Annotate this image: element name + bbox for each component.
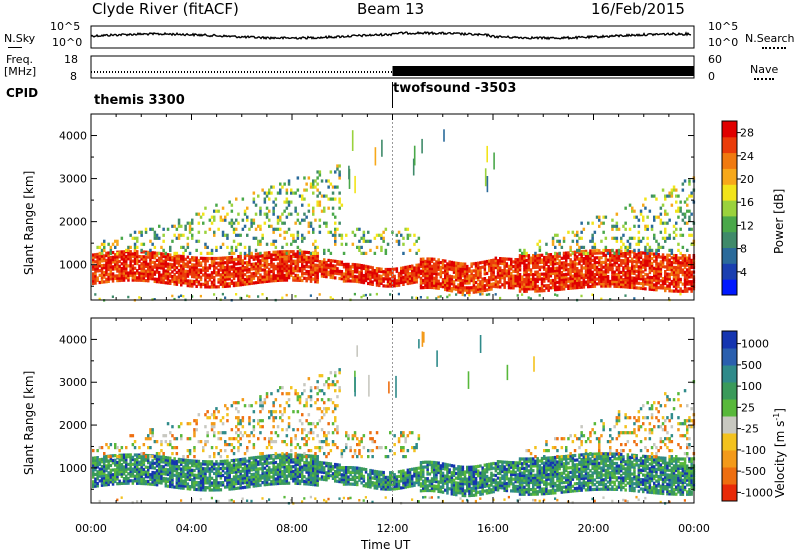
velocity-colorbar-swatch-0 — [722, 484, 737, 502]
velocity-colorbar-label-2: 100 — [741, 380, 762, 393]
velocity-colorbar-label-5: -100 — [741, 444, 766, 457]
power-ylabel: Slant Range [km] — [22, 170, 36, 275]
power-colorbar-frame — [721, 120, 738, 296]
nsearch-dots — [762, 47, 786, 49]
xtick-label-2: 08:00 — [276, 522, 308, 535]
ytick-label-1-3000: 3000 — [59, 376, 87, 389]
xtick-label-1: 04:00 — [176, 522, 208, 535]
velocity-panel-layer — [92, 331, 696, 505]
freq-label: Freq. — [6, 53, 34, 66]
velocity-colorbar-swatch-8 — [722, 348, 737, 366]
ytick-label-0-3000: 3000 — [59, 173, 87, 186]
velocity-colorbar-label-6: -500 — [741, 465, 766, 478]
velocity-colorbar-swatch-7 — [722, 365, 737, 383]
velocity-colorbar-swatch-2 — [722, 450, 737, 468]
cpid-segment-1: themis 3300 — [94, 93, 185, 108]
velocity-colorbar-label: Velocity [m s-1] — [772, 408, 787, 498]
power-panel-layer — [92, 129, 696, 302]
velocity-colorbar-swatch-1 — [722, 467, 737, 485]
power-colorbar-swatch-5 — [722, 200, 737, 217]
velocity-colorbar-label-7: -1000 — [741, 486, 773, 499]
nsky-tick-bottom: 10^0 — [52, 36, 83, 49]
velocity-colorbar-frame — [721, 330, 738, 502]
nave-dots — [754, 78, 774, 80]
nave-tick-top: 60 — [708, 53, 722, 66]
ytick-label-0-2000: 2000 — [59, 216, 87, 229]
power-colorbar-swatch-9 — [722, 136, 737, 154]
nsky-tick-top: 10^5 — [50, 20, 81, 33]
power-colorbar-swatch-4 — [722, 215, 737, 233]
power-colorbar-swatch-10 — [722, 121, 737, 138]
nsky-underline — [8, 47, 22, 48]
nsearch-tick-top: 10^5 — [708, 20, 739, 33]
freq-unit: [MHz] — [4, 65, 37, 78]
velocity-colorbar-swatch-5 — [722, 399, 737, 417]
power-colorbar-swatch-2 — [722, 247, 737, 264]
power-colorbar-swatch-6 — [722, 184, 737, 201]
velocity-colorbar-label-1: 500 — [741, 359, 762, 372]
power-colorbar-label-6: 28 — [740, 127, 754, 140]
freq-tick-top: 18 — [64, 53, 78, 66]
freq-block-twofsound — [392, 66, 694, 76]
velocity-colorbar-swatch-4 — [722, 416, 737, 434]
velocity-colorbar-label-end: ] — [773, 408, 787, 413]
nsky-label: N.Sky — [4, 32, 36, 45]
xtick-label-5: 20:00 — [578, 522, 610, 535]
nsky-panel-frame — [90, 25, 695, 49]
velocity-colorbar-label-0: 1000 — [741, 338, 769, 351]
power-echo-cells — [92, 129, 696, 302]
xtick-label-4: 16:00 — [477, 522, 509, 535]
nave-tick-bottom: 0 — [708, 70, 715, 83]
ytick-label-0-4000: 4000 — [59, 130, 87, 143]
velocity-colorbar-swatch-6 — [722, 382, 737, 400]
ytick-label-1-4000: 4000 — [59, 333, 87, 346]
ytick-label-1-1000: 1000 — [59, 462, 87, 475]
xtick-label-6: 00:00 — [678, 522, 710, 535]
velocity-echo-cells — [92, 331, 696, 505]
nsearch-tick-bottom: 10^0 — [708, 36, 739, 49]
velocity-colorbar-swatch-9 — [722, 331, 737, 349]
nsearch-label: N.Search — [745, 32, 795, 45]
velocity-colorbar-label-3: 25 — [741, 401, 755, 414]
power-colorbar-swatch-8 — [722, 152, 737, 169]
nave-label: Nave — [750, 63, 779, 76]
velocity-colorbar-label-4: -25 — [741, 423, 759, 436]
power-colorbar-swatch-7 — [722, 168, 737, 185]
ytick-label-1-2000: 2000 — [59, 419, 87, 432]
velocity-colorbar-label-main: Velocity [m s — [773, 420, 787, 498]
xtick-label-0: 00:00 — [75, 522, 107, 535]
ytick-label-0-1000: 1000 — [59, 259, 87, 272]
power-colorbar-swatch-3 — [722, 231, 737, 248]
x-axis-label: Time UT — [361, 538, 411, 552]
velocity-colorbar-swatch-3 — [722, 433, 737, 451]
date-title: 16/Feb/2015 — [591, 0, 685, 18]
axes-layer: 1000 2000 3000 4000 1000 2000 3000 4000 00:00 04:… — [59, 113, 773, 535]
nsky-noise-line — [90, 30, 692, 41]
freq-tick-bottom: 8 — [70, 70, 77, 83]
power-colorbar-swatch-1 — [722, 263, 737, 280]
power-colorbar-label-3: 16 — [740, 196, 754, 209]
power-colorbar-label-5: 24 — [740, 150, 754, 163]
power-colorbar-swatch-0 — [722, 279, 737, 296]
station-title: Clyde River (fitACF) — [92, 0, 239, 18]
power-colorbar-label-0: 4 — [740, 266, 747, 279]
power-colorbar-label: Power [dB] — [772, 188, 786, 254]
power-colorbar-label-2: 12 — [740, 219, 754, 232]
beam-title: Beam 13 — [357, 0, 425, 18]
xtick-label-3: 12:00 — [377, 522, 409, 535]
velocity-ylabel: Slant Range [km] — [22, 370, 36, 475]
meta-panels-layer — [90, 25, 695, 108]
power-colorbar-label-4: 20 — [740, 173, 754, 186]
power-colorbar-label-1: 8 — [740, 243, 747, 256]
cpid-label: CPID — [6, 86, 39, 100]
cpid-segment-2: twofsound -3503 — [393, 81, 517, 96]
velocity-colorbar-label-sup: -1 — [772, 412, 781, 421]
